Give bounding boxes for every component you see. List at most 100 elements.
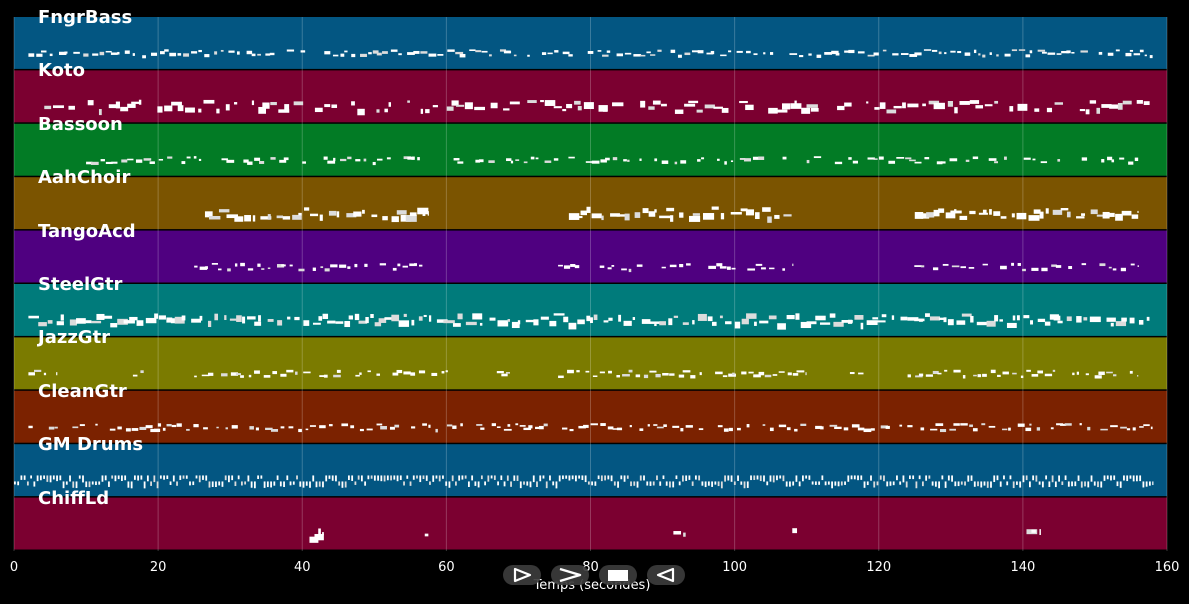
note: [497, 320, 509, 327]
note: [659, 481, 662, 486]
note: [105, 50, 112, 53]
note: [48, 426, 55, 430]
note: [717, 158, 720, 161]
note: [988, 158, 997, 161]
note: [1138, 320, 1144, 325]
note: [1139, 475, 1142, 482]
track-notes-fngrbass: [28, 49, 1153, 59]
track-notes-bassoon: [86, 156, 1139, 166]
note: [665, 481, 668, 486]
note: [171, 101, 182, 106]
note: [413, 50, 420, 54]
note: [380, 426, 387, 430]
note: [1090, 475, 1093, 482]
note: [562, 51, 570, 55]
note: [214, 313, 219, 321]
note: [298, 268, 305, 272]
track-notes-cleangtr: [28, 423, 1153, 433]
note: [377, 475, 379, 481]
x-tick-label: 0: [9, 560, 19, 575]
note: [1080, 481, 1083, 488]
note: [837, 481, 840, 487]
note: [1087, 481, 1090, 488]
note: [604, 475, 606, 481]
note: [1110, 322, 1114, 327]
rewind-button[interactable]: [647, 565, 685, 585]
note: [840, 481, 843, 486]
note: [996, 54, 999, 57]
note: [755, 263, 763, 266]
note: [171, 424, 177, 428]
note: [137, 475, 140, 481]
note: [270, 481, 272, 488]
note: [679, 264, 684, 268]
note: [228, 50, 235, 53]
note: [967, 475, 970, 482]
note: [270, 429, 279, 432]
forward-button[interactable]: [551, 565, 589, 585]
note: [346, 213, 357, 218]
note: [396, 210, 407, 215]
note: [636, 481, 639, 488]
note: [698, 475, 701, 481]
chevron-right-icon: [559, 567, 582, 583]
note: [124, 475, 127, 481]
note: [912, 475, 915, 480]
note: [568, 54, 573, 57]
note: [1006, 481, 1009, 486]
note: [1076, 216, 1085, 219]
note: [652, 481, 655, 486]
note: [1084, 481, 1086, 487]
note: [815, 315, 826, 321]
note: [319, 375, 327, 378]
note: [164, 49, 169, 52]
note: [642, 208, 649, 214]
note: [437, 54, 444, 56]
note: [1081, 263, 1087, 266]
note: [639, 158, 642, 161]
note: [623, 159, 627, 162]
note: [552, 481, 555, 486]
note: [954, 209, 957, 214]
note: [72, 426, 79, 429]
note: [62, 481, 65, 489]
note: [1064, 475, 1067, 480]
note: [831, 481, 833, 489]
note: [656, 426, 664, 429]
note: [649, 481, 652, 486]
play-button[interactable]: [503, 565, 541, 585]
note: [158, 158, 164, 161]
note: [1054, 481, 1057, 488]
note: [373, 475, 376, 481]
stop-button[interactable]: [599, 565, 637, 585]
note: [956, 320, 966, 325]
note: [220, 49, 224, 52]
note: [69, 475, 71, 482]
track-lane: [14, 177, 1167, 230]
note: [153, 475, 156, 483]
note: [782, 268, 786, 271]
note: [605, 157, 610, 161]
note: [376, 373, 381, 376]
note: [624, 213, 630, 221]
note: [261, 268, 265, 270]
note: [831, 50, 839, 55]
note: [322, 532, 324, 536]
note: [1119, 481, 1122, 488]
note: [640, 100, 646, 108]
note: [40, 50, 47, 53]
note: [309, 481, 311, 488]
note: [397, 263, 401, 267]
note: [507, 424, 511, 427]
note: [262, 102, 270, 109]
note: [881, 314, 887, 318]
note: [741, 371, 747, 375]
note: [654, 209, 657, 213]
note: [68, 105, 75, 110]
note: [166, 423, 172, 427]
note: [181, 161, 186, 165]
note: [396, 475, 399, 482]
note: [336, 369, 341, 373]
note: [540, 316, 549, 320]
note: [91, 481, 94, 485]
